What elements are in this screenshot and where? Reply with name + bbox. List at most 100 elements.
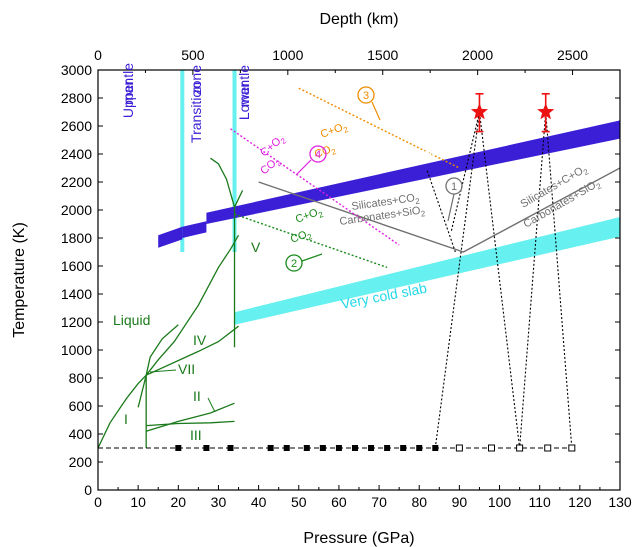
filled-square-point [351,445,358,451]
svg-text:4: 4 [315,149,321,161]
reaction-line [298,87,460,169]
filled-square-point [384,445,391,451]
top-tick-label: 0 [94,47,102,63]
phase-labels: Liquid I II III IV V VII [113,239,261,443]
filled-square-point [267,445,274,451]
y-tick-label: 800 [69,370,93,386]
y-tick-label: 2800 [61,90,92,106]
y-tick-label: 2000 [61,202,92,218]
phase-boundaries [98,157,244,449]
filled-square-point [416,445,423,451]
x-tick-label: 40 [251,494,267,510]
phase-label-i: I [124,411,128,427]
svg-text:1: 1 [451,181,457,193]
mantle-geotherm-band [182,221,207,238]
y-tick-label: 1000 [61,342,92,358]
top-axis-ticks: 0 500 1000 1500 2000 2500 [94,47,588,75]
reaction-3-label-a: C+O2 [319,120,350,143]
reaction-2-label-a: C+O2 [294,205,325,228]
phase-boundary-line [137,234,240,408]
star-markers [470,93,555,133]
y-tick-label: 2600 [61,118,92,134]
very-cold-slab-band [234,217,620,325]
x-tick-label: 80 [411,494,427,510]
top-axis-label: Depth (km) [319,11,398,28]
right-axis-ticks [615,69,620,491]
y-tick-label: 600 [69,398,93,414]
temperature-bands [158,120,620,325]
x-tick-label: 120 [568,494,592,510]
pressure-series [98,444,576,452]
filled-square-point [303,445,310,451]
y-tick-label: 1200 [61,314,92,330]
reaction-2-marker: 2 [285,253,323,272]
reaction-4-label-b: CO2 [258,154,283,179]
top-tick-label: 2000 [462,47,493,63]
open-square-point [488,444,496,452]
y-tick-label: 0 [84,482,92,498]
filled-square-point [319,445,326,451]
reaction-lines [230,87,620,269]
x-tick-label: 70 [371,494,387,510]
phase-label-iii: III [190,427,202,443]
x-tick-label: 130 [608,494,632,510]
filled-square-point [400,445,407,451]
bottom-axis-ticks: 0 10 20 30 40 50 60 70 80 90 100 110 120 130 [94,485,632,510]
x-tick-label: 30 [211,494,227,510]
x-tick-label: 60 [331,494,347,510]
reaction-line [234,213,388,269]
phase-boundary-line [98,374,147,449]
mantle-geotherm-band [158,226,183,248]
filled-square-point [368,445,375,451]
open-square-point [516,444,524,452]
phase-label-liquid: Liquid [113,312,150,328]
x-tick-label: 110 [529,494,552,510]
top-tick-label: 1500 [367,47,398,63]
phase-boundary-line [145,325,239,376]
zone-labels: Uppermantle Transitionzone Lowermantle [120,63,252,143]
zone-label-lower: Lowermantle [236,65,252,120]
open-square-point [568,444,576,452]
plot-frame [97,69,621,491]
reaction-3-marker: 3 [357,86,381,121]
top-tick-label: 2500 [557,47,588,63]
filled-square-point [175,445,182,451]
y-tick-label: 1600 [61,258,92,274]
y-axis-label: Temperature (K) [11,222,28,338]
y-tick-label: 2400 [61,146,92,162]
filled-square-point [227,445,234,451]
y-tick-label: 1800 [61,230,92,246]
x-tick-label: 10 [130,494,146,510]
y-tick-label: 1400 [61,286,92,302]
open-square-point [544,444,552,452]
phase-ii-pointer [207,397,216,413]
filled-square-point [432,445,439,451]
zone-label-upper: Uppermantle [120,63,136,118]
svg-text:3: 3 [363,90,369,102]
reaction-4-marker: 4 [295,145,327,176]
reaction-1-marker: 1 [445,177,463,222]
phase-label-ii: II [193,388,201,404]
dotted-path [450,111,480,232]
y-tick-label: 2200 [61,174,92,190]
mantle-geotherm-band [206,120,620,224]
phase-boundary-line [145,324,179,376]
reaction-4-label-a: C+O2 [258,132,288,161]
top-tick-label: 1000 [272,47,303,63]
star-marker [537,103,555,120]
phase-boundary-line [145,402,235,432]
filled-square-point [283,445,290,451]
phase-vii-pointer [149,369,177,373]
filled-square-point [335,445,342,451]
y-tick-label: 3000 [61,62,92,78]
star-marker [470,103,489,120]
x-axis-label: Pressure (GPa) [303,530,414,547]
x-tick-label: 0 [94,494,102,510]
filled-square-point [203,445,210,451]
phase-label-vii: VII [178,361,195,377]
y-tick-label: 200 [69,454,93,470]
left-axis-ticks: 0 200 400 600 800 1000 1200 1400 1600 1800 2000 220… [61,62,103,498]
top-tick-label: 500 [181,47,205,63]
x-tick-label: 20 [171,494,187,510]
